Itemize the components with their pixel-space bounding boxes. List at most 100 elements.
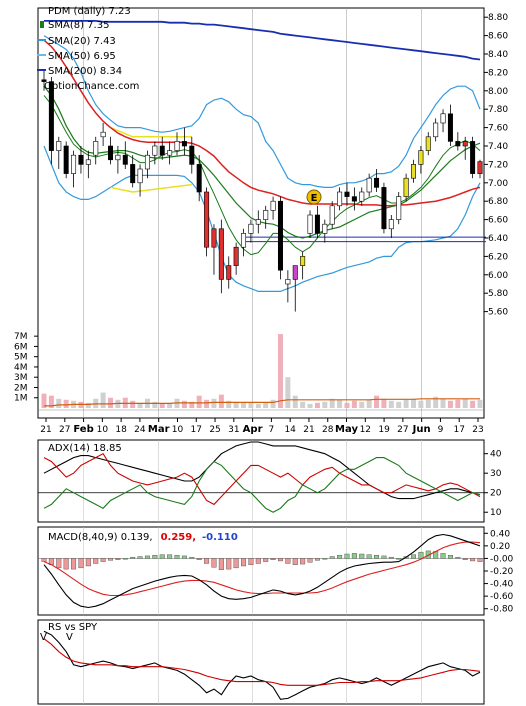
macd-histogram-bar xyxy=(277,558,283,562)
legend-item-sma200: SMA(200) 8.34 xyxy=(37,66,122,77)
macd-histogram-bar xyxy=(211,558,217,568)
candle-body xyxy=(152,145,158,156)
legend-item-sma8: SMA(8) 7.35 xyxy=(40,20,109,31)
macd-histogram-bar xyxy=(167,554,173,559)
macd-histogram-bar xyxy=(159,554,165,559)
y-tick-label: 8.20 xyxy=(488,68,508,78)
y-tick-label: 7.80 xyxy=(488,105,508,115)
candle-body xyxy=(470,141,476,174)
candle-body xyxy=(226,265,232,280)
y-tick-label: 5.80 xyxy=(488,289,508,299)
x-tick-label: May xyxy=(335,424,358,435)
macd-label-main: MACD(8,40,9) 0.139, xyxy=(48,532,153,543)
candle-body xyxy=(455,141,461,147)
y-tick-label: 6.60 xyxy=(488,216,508,226)
legend-item-sma20: SMA(20) 7.43 xyxy=(37,36,116,47)
x-tick-label: Feb xyxy=(73,424,93,435)
volume-bar xyxy=(226,400,232,408)
candle-body xyxy=(344,191,350,197)
macd-histogram-bar xyxy=(100,558,106,562)
volume-bar xyxy=(462,398,468,408)
volume-bar xyxy=(181,400,187,408)
x-tick-label: 24 xyxy=(134,425,146,435)
legend-label-sma20: SMA(20) 7.43 xyxy=(48,36,116,47)
price-legend: PDM (daily) 7.23 SMA(8) 7.35 SMA(20) 7.4… xyxy=(37,6,139,92)
grid-lines xyxy=(83,8,422,704)
x-tick-label: 31 xyxy=(228,425,239,435)
rs-arrow-icon: V xyxy=(66,632,73,643)
macd-histogram-bar xyxy=(396,558,402,560)
candle-body xyxy=(78,154,84,165)
x-tick-label: 17 xyxy=(453,425,464,435)
macd-histogram-bar xyxy=(292,558,298,565)
adx-series xyxy=(38,441,484,513)
macd-tick-label: -0.40 xyxy=(490,580,514,590)
macd-histogram-bar xyxy=(130,556,136,559)
macd-histogram-bar xyxy=(314,558,320,561)
candle-body xyxy=(433,122,439,138)
candle-body xyxy=(396,196,402,220)
adx-line-2 xyxy=(43,457,481,513)
candle-body xyxy=(366,177,372,193)
macd-histogram-bar xyxy=(359,553,365,559)
candle-body xyxy=(100,131,106,138)
macd-histogram-bar xyxy=(388,556,394,559)
macd-histogram-bar xyxy=(344,553,350,559)
x-tick-label: 10 xyxy=(97,425,109,435)
volume-bar xyxy=(152,401,158,408)
candle-body xyxy=(174,141,180,151)
volume-bar xyxy=(285,377,291,408)
macd-histogram-bar xyxy=(477,558,483,562)
x-tick-label: Apr xyxy=(243,424,263,435)
candle-body xyxy=(263,210,269,220)
volume-bar xyxy=(403,399,409,408)
macd-histogram-bar xyxy=(418,551,424,559)
volume-bar xyxy=(344,402,350,408)
candle-body xyxy=(167,150,173,156)
candle-body xyxy=(85,159,91,165)
macd-histogram-bar xyxy=(41,558,47,562)
volume-bar xyxy=(300,401,306,408)
volume-bar xyxy=(277,334,283,408)
macd-histogram-bar xyxy=(285,558,291,564)
y-tick-label: 5.60 xyxy=(488,308,508,318)
macd-histogram-bar xyxy=(270,558,276,560)
macd-histogram-bar xyxy=(122,558,128,560)
x-tick-label: 17 xyxy=(191,425,202,435)
candle-body xyxy=(300,256,306,266)
candle-body xyxy=(248,223,254,234)
candle-body xyxy=(218,228,224,280)
volume-bar xyxy=(189,401,195,408)
volume-tick-label: 1M xyxy=(14,394,28,404)
candle-body xyxy=(137,168,143,184)
volume-bar xyxy=(292,395,298,408)
x-tick-label: 23 xyxy=(472,425,483,435)
earnings-marker-label: E xyxy=(311,193,318,204)
x-tick-label: 25 xyxy=(209,425,220,435)
legend-label-sma200: SMA(200) 8.34 xyxy=(48,66,122,77)
candle-body xyxy=(255,219,261,225)
macd-histogram-bar xyxy=(337,555,343,559)
volume-tick-label: 2M xyxy=(14,383,28,393)
x-tick-label: 27 xyxy=(397,425,408,435)
candle-body xyxy=(181,141,187,147)
price-panel xyxy=(37,7,485,419)
macd-tick-label: -0.80 xyxy=(490,605,514,615)
volume-tick-label: 4M xyxy=(14,363,28,373)
x-tick-label: 7 xyxy=(269,425,275,435)
volume-bar xyxy=(241,402,247,408)
candle-body xyxy=(71,154,77,174)
volume-bar xyxy=(263,402,269,408)
volume-tick-label: 3M xyxy=(14,373,28,383)
x-tick-label: 10 xyxy=(172,425,184,435)
macd-histogram-bar xyxy=(447,555,453,559)
y-tick-label: 7.20 xyxy=(488,160,508,170)
macd-tick-label: 0.40 xyxy=(490,529,510,539)
x-tick-label: 27 xyxy=(59,425,70,435)
macd-tick-label: -0.00 xyxy=(490,554,514,564)
volume-bar xyxy=(233,401,239,408)
macd-tick-label: -0.20 xyxy=(490,567,514,577)
macd-histogram-bar xyxy=(189,556,195,559)
candle-body xyxy=(425,136,431,151)
macd-histogram-bar xyxy=(307,558,313,563)
